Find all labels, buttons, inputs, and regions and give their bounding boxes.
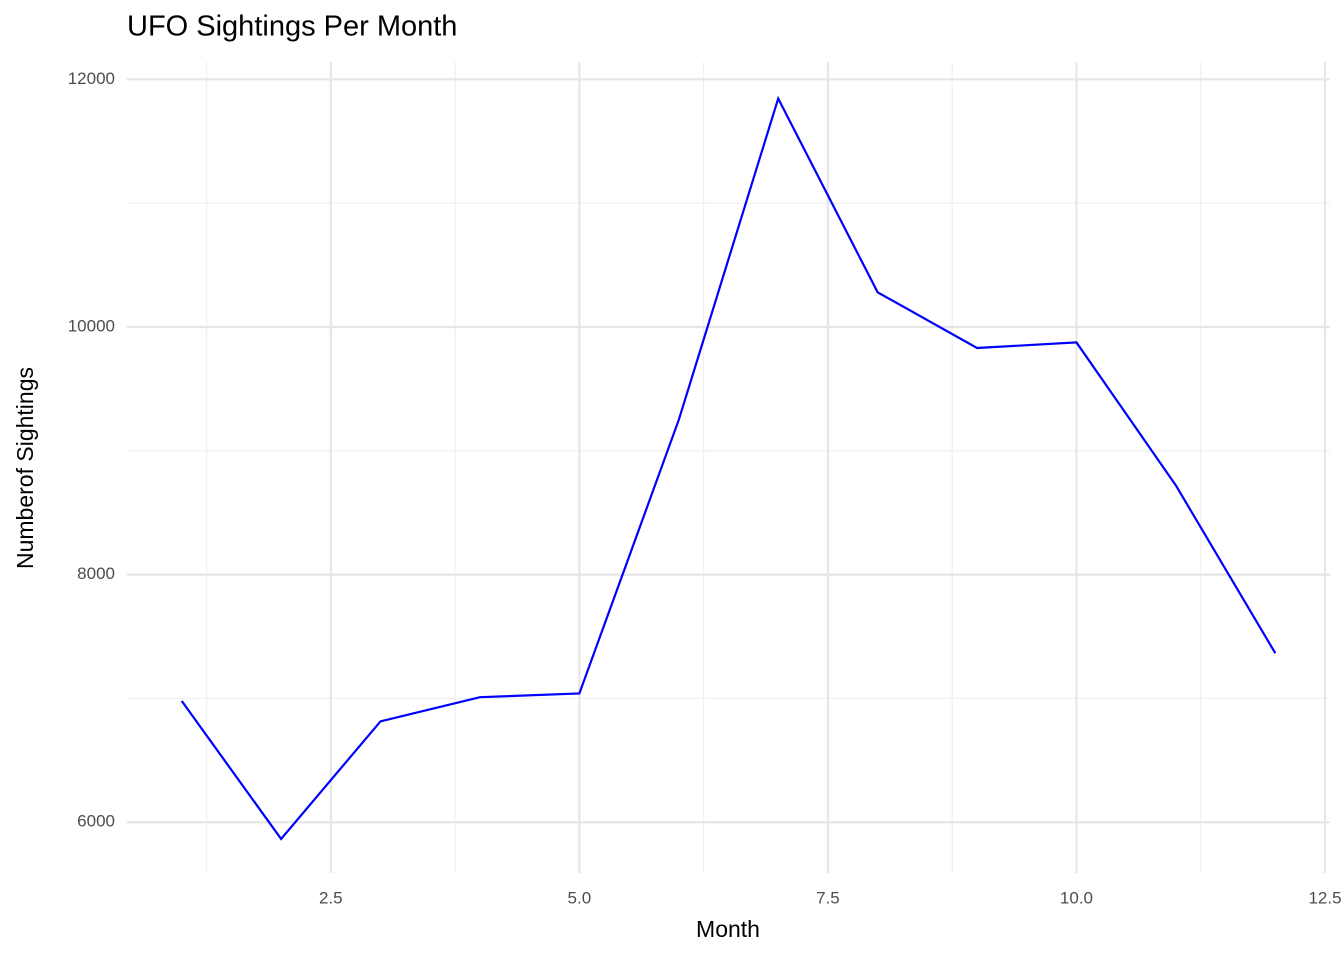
x-tick-label: 10.0 [1060, 888, 1093, 907]
data-line [180, 95, 1277, 841]
y-tick-label: 8000 [77, 564, 115, 583]
chart-title: UFO Sightings Per Month [127, 11, 457, 43]
x-tick-label: 7.5 [816, 888, 840, 907]
y-tick-label: 10000 [68, 316, 115, 335]
x-tick-label: 12.5 [1308, 888, 1341, 907]
x-tick-label: 2.5 [319, 888, 343, 907]
x-axis-title: Month [696, 916, 760, 942]
y-axis-title: Numberof Sightings [12, 367, 38, 569]
x-tick-label: 5.0 [568, 888, 592, 907]
y-tick-label: 6000 [77, 812, 115, 831]
y-tick-label: 12000 [68, 69, 115, 88]
